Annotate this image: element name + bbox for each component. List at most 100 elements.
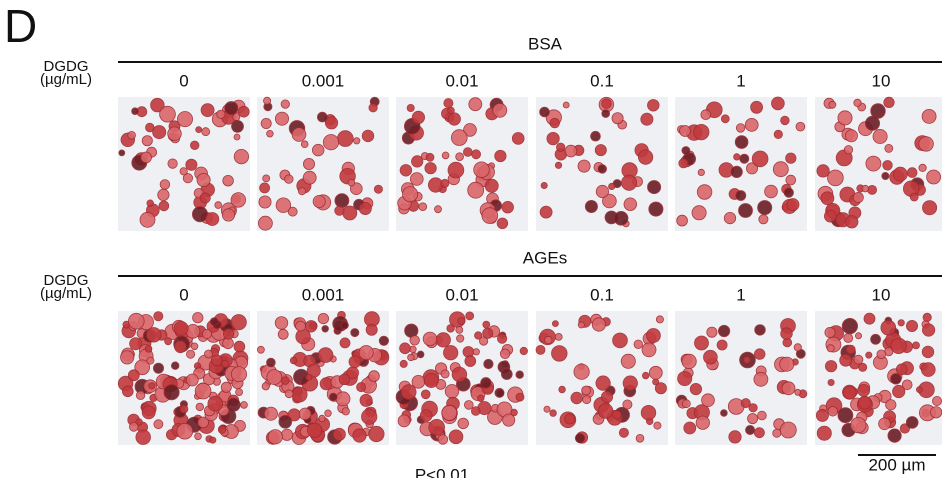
cell [540, 181, 548, 189]
cell [201, 127, 211, 137]
cell [300, 140, 309, 149]
cell [647, 180, 662, 195]
cell [159, 105, 176, 123]
cell [515, 370, 524, 379]
cell [700, 109, 712, 120]
cell [321, 325, 329, 333]
cell [434, 205, 442, 214]
cell [340, 321, 349, 330]
cell [312, 143, 325, 157]
cell [500, 368, 513, 380]
cell [641, 342, 657, 358]
cell [148, 382, 156, 390]
cell [146, 356, 155, 365]
cell [845, 344, 856, 355]
cell [329, 392, 338, 402]
cell [510, 408, 518, 417]
cell [267, 429, 283, 445]
micrograph [535, 311, 668, 445]
column-label: 10 [872, 71, 891, 90]
cell [420, 389, 431, 400]
cell [841, 317, 859, 335]
cell [257, 215, 273, 231]
cell [552, 320, 559, 328]
cell [853, 98, 862, 108]
cell [209, 436, 217, 444]
cell [291, 127, 307, 142]
cell [922, 200, 938, 216]
cell [194, 432, 202, 441]
cell [827, 406, 839, 417]
cell [573, 363, 590, 380]
cell [681, 399, 691, 409]
cell [706, 326, 718, 338]
cell [772, 428, 782, 438]
cell [179, 404, 189, 414]
cell [554, 161, 563, 169]
cell [359, 393, 373, 407]
cell [795, 121, 806, 132]
cell [622, 375, 638, 391]
cell [134, 359, 151, 376]
cell [584, 199, 598, 213]
cell [816, 164, 830, 178]
cell [406, 104, 415, 113]
cell [397, 414, 411, 428]
cell [496, 333, 508, 344]
cell [577, 159, 591, 173]
cell [921, 109, 937, 124]
cell [447, 161, 465, 179]
cell [335, 391, 351, 407]
cell [824, 209, 837, 223]
cell [259, 182, 271, 194]
cell [681, 353, 697, 369]
cell [558, 385, 566, 394]
cell [418, 202, 428, 212]
cell [720, 409, 728, 417]
cell [182, 173, 193, 184]
cell [411, 374, 426, 389]
cell [356, 382, 367, 393]
cell [146, 327, 162, 343]
cell [291, 386, 308, 403]
cell [158, 200, 170, 212]
cell [260, 118, 272, 130]
cell [543, 405, 551, 413]
cell [317, 347, 334, 363]
cell [648, 365, 663, 380]
cell [423, 372, 439, 388]
section-title: AGEs [523, 248, 567, 267]
cell [697, 168, 705, 176]
axis-label: (µg/mL) [40, 285, 92, 302]
cell [895, 363, 908, 376]
cell [221, 359, 230, 368]
cell [190, 342, 199, 351]
cell [318, 414, 326, 422]
axis-label: (µg/mL) [40, 71, 92, 88]
cell [195, 126, 203, 134]
cell [826, 344, 835, 353]
cell [857, 395, 872, 410]
cell [608, 182, 616, 191]
cell [157, 188, 170, 201]
cell [544, 335, 553, 345]
cell [278, 414, 293, 429]
cell [298, 407, 312, 421]
cell [207, 395, 224, 412]
cell [746, 162, 759, 175]
cell [170, 361, 180, 370]
cell [494, 149, 507, 163]
cell [266, 369, 283, 386]
cell [597, 164, 608, 174]
cell [443, 345, 459, 361]
cell [358, 345, 374, 361]
cell [358, 201, 372, 215]
cell [411, 155, 424, 168]
cell [266, 129, 274, 138]
cell [728, 430, 742, 444]
cell [214, 201, 223, 209]
cell [275, 197, 292, 213]
cell [163, 384, 180, 401]
cell [470, 406, 481, 416]
